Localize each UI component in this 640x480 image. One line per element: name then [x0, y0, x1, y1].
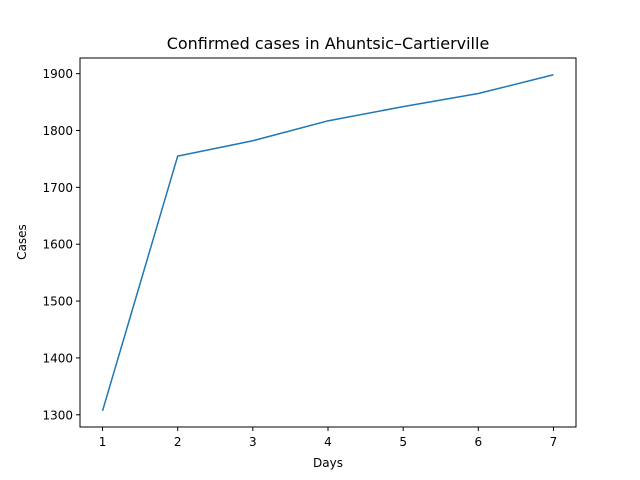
y-tick-label: 1600	[42, 238, 73, 252]
series-line-0	[101, 74, 554, 412]
x-axis-ticks: 1 2 3 4 5 6 7	[99, 427, 558, 449]
y-tick-label: 1300	[42, 408, 73, 422]
x-tick-label: 1	[99, 435, 107, 449]
y-tick-label: 1900	[42, 67, 73, 81]
y-axis-label: Cases	[15, 224, 29, 260]
x-tick-label: 7	[550, 435, 558, 449]
chart-title: Confirmed cases in Ahuntsic–Cartierville	[167, 34, 490, 53]
x-tick-label: 5	[399, 435, 407, 449]
y-axis-ticks: 1300 1400 1500 1600 1700 1800 1900	[42, 67, 80, 422]
y-tick-label: 1700	[42, 181, 73, 195]
x-axis-label: Days	[313, 456, 343, 470]
y-tick-label: 1800	[42, 124, 73, 138]
plot-area	[101, 74, 554, 412]
x-tick-label: 4	[324, 435, 332, 449]
axes-frame	[79, 57, 577, 428]
x-tick-label: 2	[174, 435, 182, 449]
x-tick-label: 6	[474, 435, 482, 449]
x-tick-label: 3	[249, 435, 257, 449]
y-tick-label: 1400	[42, 351, 73, 365]
y-tick-label: 1500	[42, 295, 73, 309]
